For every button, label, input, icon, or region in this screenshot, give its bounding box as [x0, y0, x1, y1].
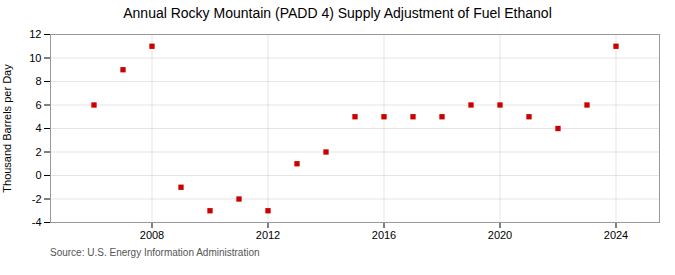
svg-text:2020: 2020 — [488, 229, 512, 241]
svg-text:2: 2 — [35, 146, 41, 158]
svg-text:8: 8 — [35, 75, 41, 87]
html-text:Annual Rocky Mountain (PADD 4): Annual Rocky Mountain (PADD 4) Supply Ad… — [123, 5, 552, 21]
svg-text:-2: -2 — [32, 193, 42, 205]
svg-text:2008: 2008 — [140, 229, 164, 241]
svg-text:2012: 2012 — [256, 229, 280, 241]
svg-text:2016: 2016 — [372, 229, 396, 241]
svg-text:4: 4 — [35, 122, 41, 134]
svg-text:12: 12 — [29, 28, 41, 40]
svg-text:-4: -4 — [32, 216, 42, 228]
svg-text:2024: 2024 — [604, 229, 628, 241]
svg-text:Thousand Barrels per Day: Thousand Barrels per Day — [1, 64, 13, 193]
svg-text:10: 10 — [29, 52, 41, 64]
svg-text:0: 0 — [35, 169, 41, 181]
html-text:Source: U.S. Energy Informatio: Source: U.S. Energy Information Administ… — [50, 247, 260, 258]
svg-text:6: 6 — [35, 99, 41, 111]
